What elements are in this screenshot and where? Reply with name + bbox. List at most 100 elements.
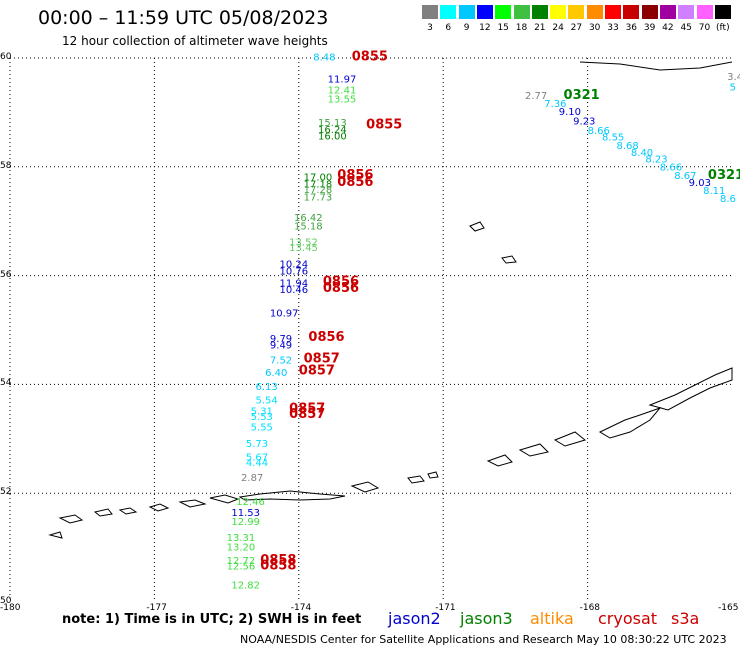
coastline bbox=[118, 507, 138, 515]
obs-wave-height: 11.53 bbox=[231, 508, 260, 519]
legend-swatch bbox=[659, 5, 676, 19]
coastline bbox=[350, 481, 380, 493]
coastline bbox=[178, 499, 207, 508]
lat-label: 60 bbox=[0, 52, 12, 62]
lat-label: 52 bbox=[0, 487, 12, 498]
obs-wave-height: 5.53 bbox=[251, 412, 273, 423]
obs-time-label: 0321 bbox=[708, 168, 740, 183]
obs-wave-height: 9.79 bbox=[270, 334, 292, 345]
coastline bbox=[518, 443, 549, 457]
legend-label: 21 bbox=[534, 23, 546, 33]
coastline bbox=[501, 255, 517, 264]
satellite-altika: altika bbox=[530, 609, 574, 628]
legend-swatch bbox=[586, 5, 603, 19]
coastline bbox=[407, 475, 425, 484]
satellite-jason2: jason2 bbox=[388, 609, 441, 628]
obs-wave-height: 5.67 bbox=[246, 453, 268, 464]
legend-label: 45 bbox=[680, 23, 692, 33]
coastline bbox=[238, 490, 346, 501]
obs-wave-height: 10.97 bbox=[270, 308, 299, 319]
legend-swatch bbox=[513, 5, 530, 19]
obs-wave-height: 8.11 bbox=[703, 186, 725, 197]
legend-label: 18 bbox=[515, 23, 528, 33]
obs-wave-height: 13.45 bbox=[289, 243, 318, 254]
obs-time-label: 0856 bbox=[323, 281, 359, 296]
obs-wave-height: 5 bbox=[730, 83, 736, 94]
legend-label: 24 bbox=[552, 23, 564, 33]
obs-wave-height: 5.73 bbox=[246, 439, 268, 450]
obs-wave-height: 7.52 bbox=[270, 356, 292, 367]
lat-label: 56 bbox=[0, 269, 12, 280]
obs-wave-height: 12.99 bbox=[231, 517, 260, 528]
obs-wave-height: 6.13 bbox=[255, 382, 277, 393]
obs-wave-height: 9.10 bbox=[559, 107, 581, 118]
legend-label: 27 bbox=[570, 23, 583, 33]
obs-wave-height: 10.76 bbox=[280, 267, 309, 278]
coastline bbox=[469, 221, 485, 232]
legend-swatch bbox=[568, 5, 585, 19]
footer-credit: NOAA/NESDIS Center for Satellite Applica… bbox=[240, 633, 727, 646]
obs-wave-height: 17.28 bbox=[304, 185, 333, 196]
obs-time-label: 0856 bbox=[337, 168, 373, 183]
satellite-s3a: s3a bbox=[671, 609, 700, 628]
legend-label: 33 bbox=[607, 23, 619, 33]
obs-wave-height: 17.00 bbox=[304, 172, 333, 183]
obs-wave-height: 16.42 bbox=[294, 213, 323, 224]
coastline bbox=[486, 454, 513, 467]
obs-time-label: 0858 bbox=[260, 558, 296, 573]
legend-swatch bbox=[531, 5, 548, 19]
legend-label: 3 bbox=[427, 23, 433, 33]
coastline bbox=[48, 531, 63, 539]
lon-label: -165 bbox=[718, 603, 739, 613]
coastline bbox=[648, 367, 733, 411]
legend-swatch bbox=[714, 5, 731, 19]
obs-wave-height: 16.24 bbox=[318, 125, 347, 136]
legend-label: 9 bbox=[463, 23, 470, 33]
obs-wave-height: 12.82 bbox=[231, 580, 260, 591]
obs-wave-height: 13.52 bbox=[289, 238, 318, 249]
legend-label: 70 bbox=[698, 23, 711, 33]
coastline bbox=[427, 471, 439, 479]
lat-label: 50 bbox=[0, 596, 12, 606]
obs-wave-height: 4.44 bbox=[246, 458, 268, 469]
obs-time-label: 0321 bbox=[564, 88, 600, 103]
coastline bbox=[209, 494, 240, 504]
obs-wave-height: 5.31 bbox=[251, 406, 273, 417]
obs-wave-height: 2.87 bbox=[241, 473, 263, 484]
legend-swatch bbox=[550, 5, 567, 19]
legend-swatch bbox=[623, 5, 640, 19]
obs-wave-height: 11.97 bbox=[328, 74, 357, 85]
obs-wave-height: 8.6 bbox=[720, 194, 736, 205]
obs-wave-height: 8.68 bbox=[616, 141, 638, 152]
satellite-jason3: jason3 bbox=[460, 609, 513, 628]
obs-time-label: 0856 bbox=[323, 274, 359, 289]
coastline bbox=[579, 61, 733, 71]
coastline bbox=[93, 508, 113, 517]
legend-swatch bbox=[641, 5, 658, 19]
lon-label: -174 bbox=[290, 603, 312, 613]
page-subtitle: 12 hour collection of altimeter wave hei… bbox=[62, 34, 328, 48]
legend-label: 15 bbox=[497, 23, 509, 33]
legend-swatch bbox=[495, 5, 512, 19]
obs-time-label: 0856 bbox=[308, 330, 344, 345]
obs-wave-height: 13.31 bbox=[227, 533, 256, 544]
obs-time-label: 0857 bbox=[304, 352, 340, 367]
obs-wave-height: 12.72 bbox=[227, 556, 256, 567]
obs-wave-height: 12.46 bbox=[236, 497, 265, 508]
page-title: 00:00 – 11:59 UTC 05/08/2023 bbox=[38, 7, 329, 29]
obs-wave-height: 8.40 bbox=[631, 148, 653, 159]
legend-swatch bbox=[678, 5, 695, 19]
obs-wave-height: 8.66 bbox=[588, 126, 610, 137]
obs-wave-height: 17.18 bbox=[304, 179, 333, 190]
legend-swatch bbox=[458, 5, 475, 19]
lon-label: -177 bbox=[146, 603, 167, 613]
obs-wave-height: 8.66 bbox=[660, 163, 682, 174]
obs-wave-height: 6.40 bbox=[265, 368, 287, 379]
obs-wave-height: 10.24 bbox=[280, 259, 309, 270]
obs-wave-height: 3.4 bbox=[727, 72, 740, 83]
obs-wave-height: 15.13 bbox=[318, 118, 347, 129]
legend-swatch bbox=[476, 5, 493, 19]
obs-wave-height: 9.49 bbox=[270, 340, 292, 351]
obs-wave-height: 7.36 bbox=[544, 99, 566, 110]
